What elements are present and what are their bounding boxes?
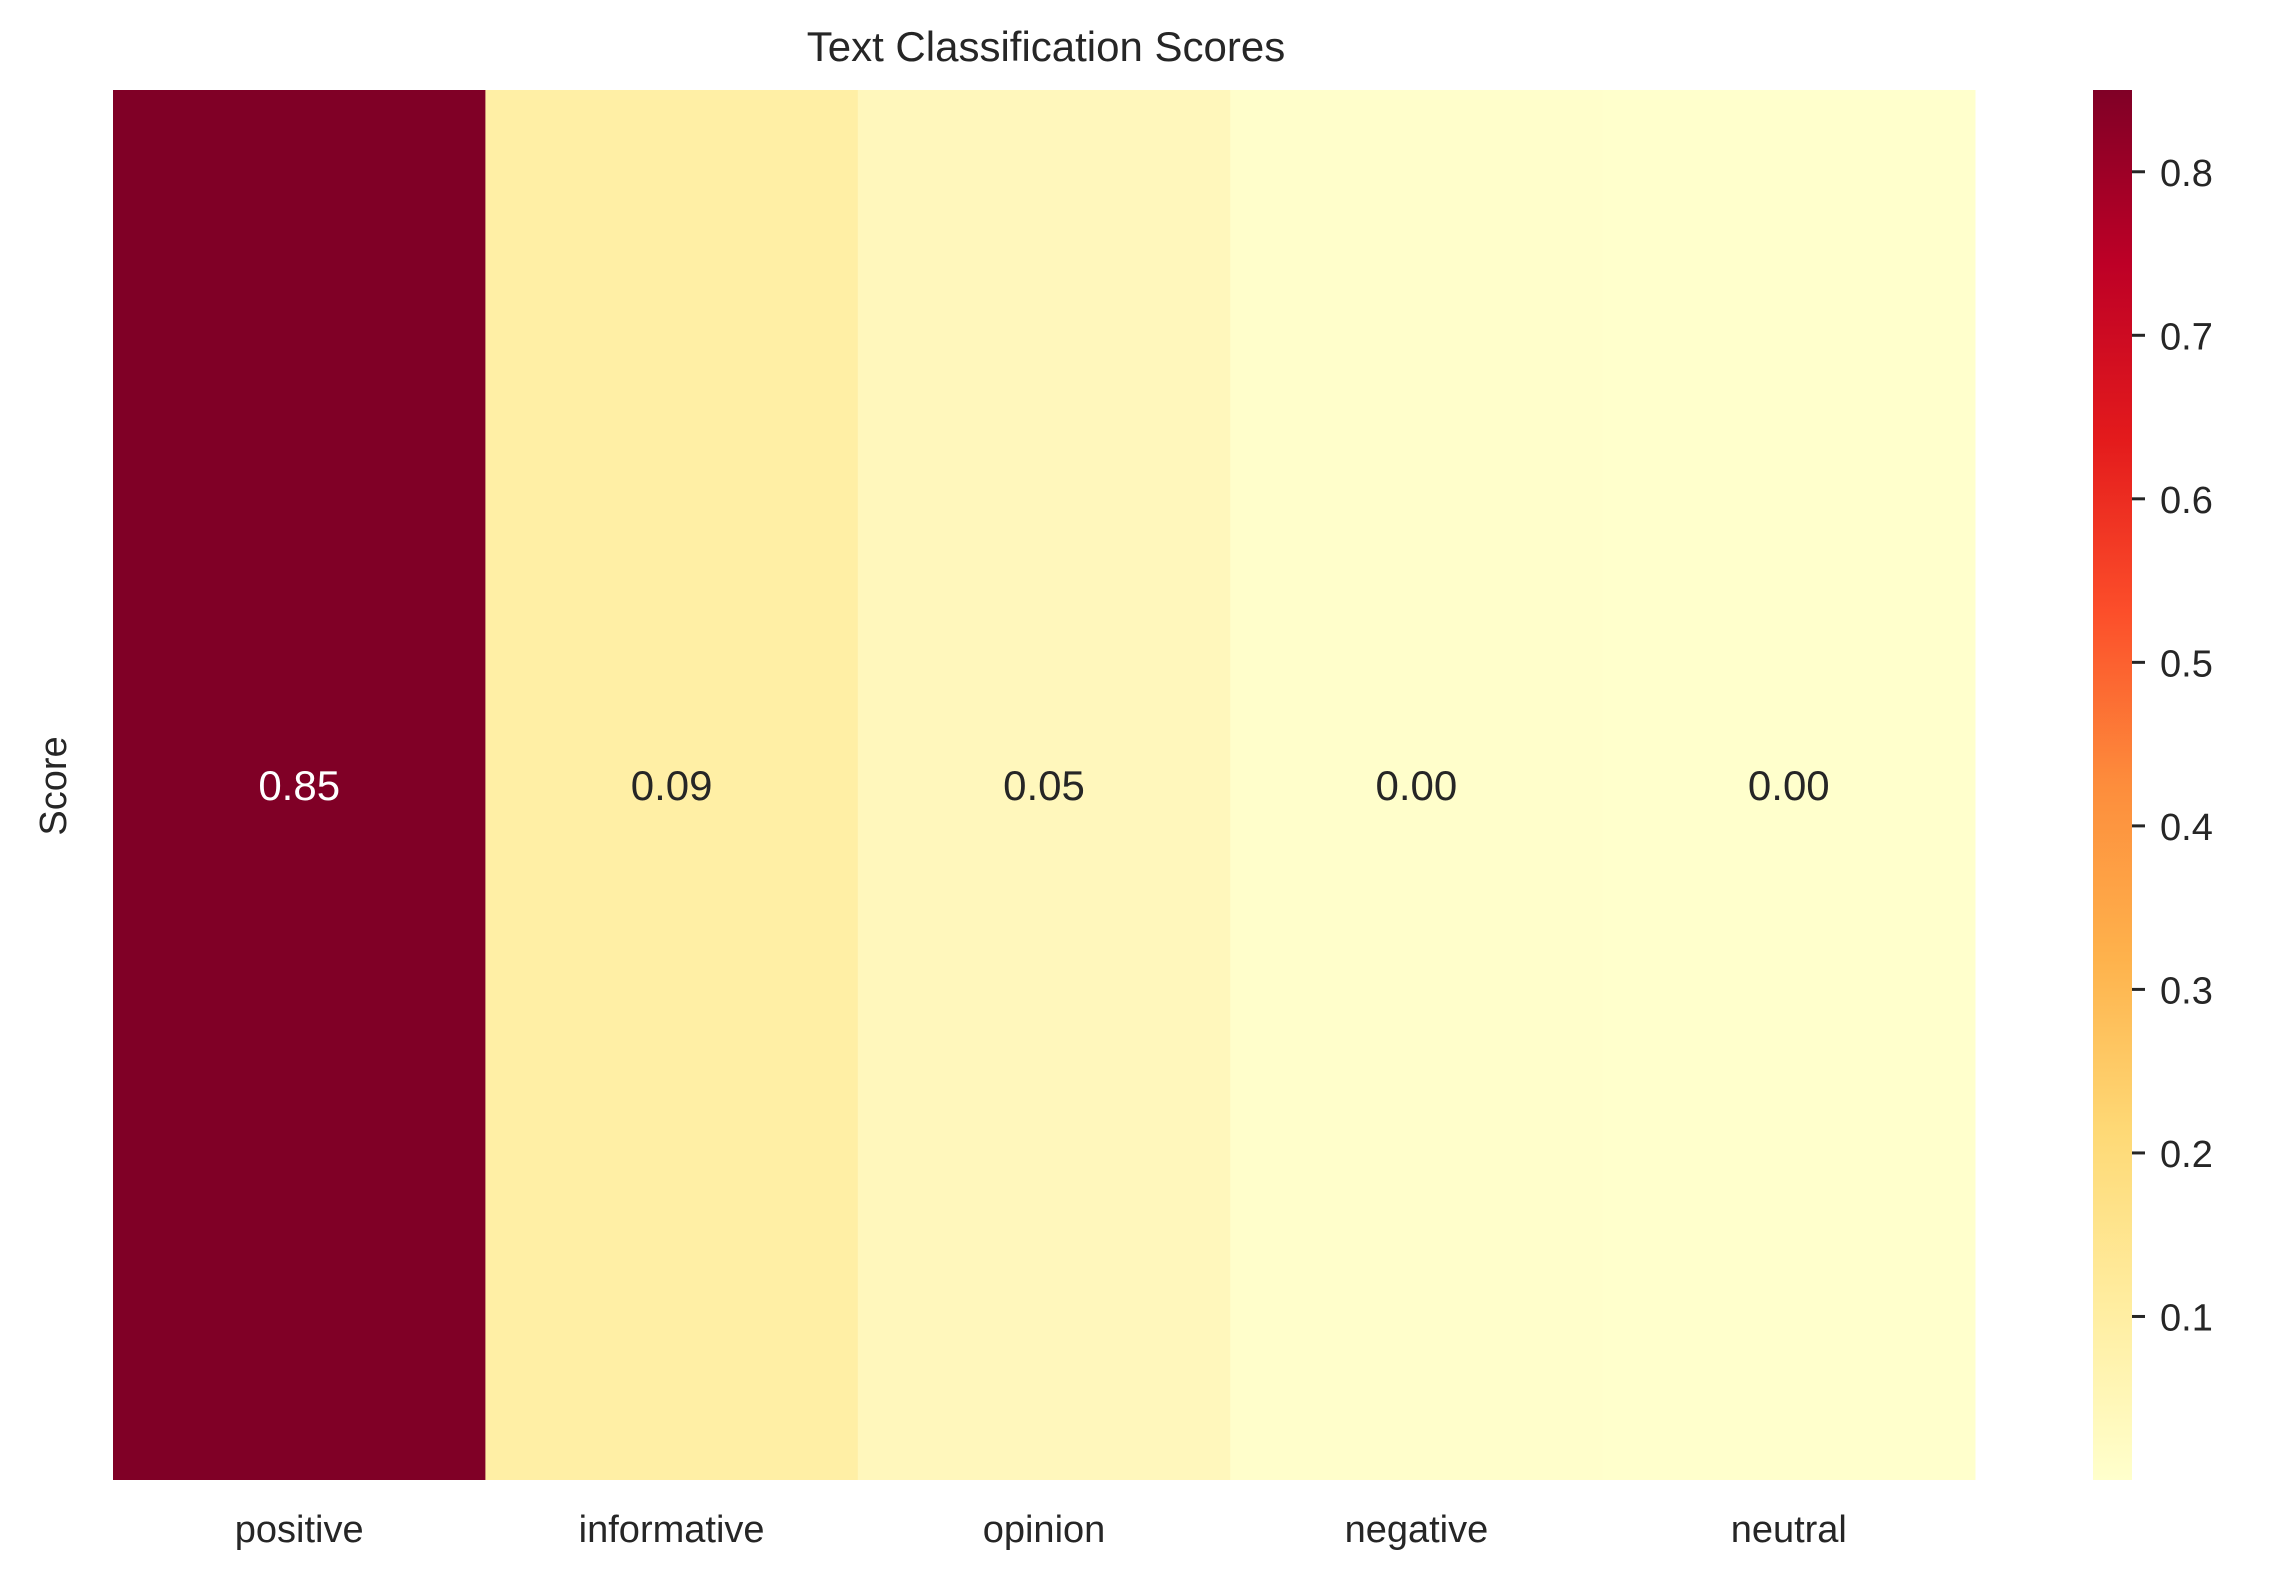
colorbar-tick-label: 0.2 — [2160, 1134, 2213, 1176]
colorbar-tick-label: 0.7 — [2160, 316, 2213, 358]
colorbar-tick-label: 0.3 — [2160, 970, 2213, 1012]
chart-title: Text Classification Scores — [807, 23, 1286, 70]
cell-value-label-neutral: 0.00 — [1748, 762, 1830, 809]
x-tick-label-neutral: neutral — [1731, 1509, 1847, 1551]
colorbar-tick-label: 0.5 — [2160, 643, 2213, 685]
cell-value-label-informative: 0.09 — [631, 762, 713, 809]
x-tick-label-opinion: opinion — [983, 1509, 1106, 1551]
heatmap-cells — [113, 90, 1976, 1480]
cell-value-label-positive: 0.85 — [258, 762, 340, 809]
colorbar-ticks: 0.1 0.2 0.3 0.4 0.5 0.6 0.7 0.8 — [2132, 153, 2213, 1339]
heatmap-cell-labels: 0.85 0.09 0.05 0.00 0.00 — [258, 762, 1829, 809]
y-axis-label: Score — [33, 736, 75, 835]
colorbar-tick-label: 0.1 — [2160, 1297, 2213, 1339]
heatmap-cell-opinion — [857, 90, 1231, 1480]
x-tick-label-informative: informative — [579, 1509, 765, 1551]
cell-value-label-negative: 0.00 — [1376, 762, 1458, 809]
colorbar-tick-label: 0.8 — [2160, 153, 2213, 195]
cell-value-label-opinion: 0.05 — [1003, 762, 1085, 809]
x-tick-label-negative: negative — [1345, 1509, 1489, 1551]
x-tick-label-positive: positive — [235, 1509, 364, 1551]
heatmap-cell-positive — [113, 90, 486, 1480]
colorbar — [2093, 90, 2132, 1480]
x-axis-tick-labels: positive informative opinion negative neutra… — [235, 1509, 1847, 1551]
heatmap-cell-neutral — [1602, 90, 1976, 1480]
colorbar-tick-label: 0.6 — [2160, 480, 2213, 522]
colorbar-tick-label: 0.4 — [2160, 807, 2213, 849]
heatmap-cell-negative — [1230, 90, 1604, 1480]
heatmap-cell-informative — [485, 90, 859, 1480]
